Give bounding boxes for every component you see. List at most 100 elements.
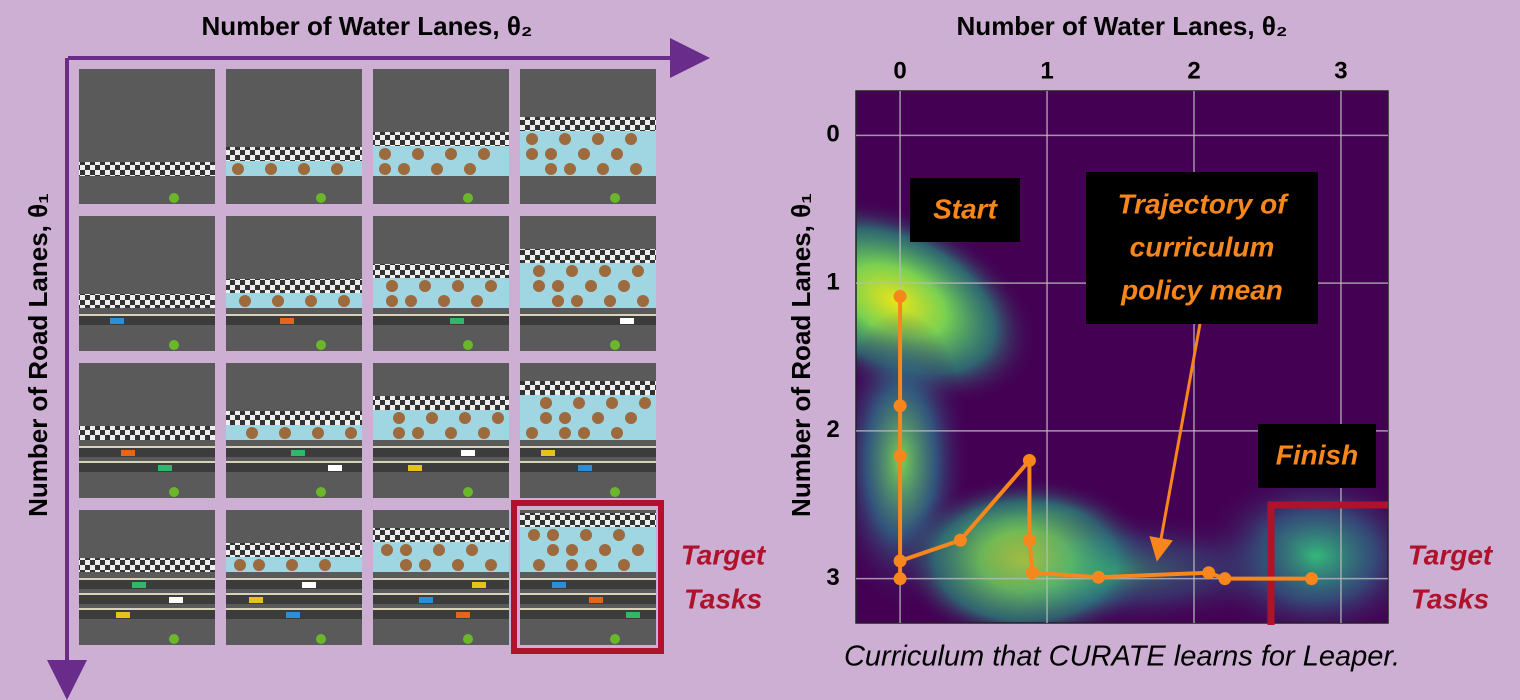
road-lane bbox=[520, 448, 656, 457]
log bbox=[559, 133, 571, 145]
finish-line bbox=[226, 147, 362, 161]
frog bbox=[169, 340, 179, 350]
x-tick-label: 0 bbox=[893, 57, 906, 84]
log bbox=[559, 427, 571, 439]
log bbox=[438, 295, 450, 307]
log bbox=[272, 295, 284, 307]
road-lane bbox=[79, 448, 215, 457]
road-lane bbox=[520, 580, 656, 589]
caption: Curriculum that CURATE learns for Leaper… bbox=[844, 641, 1400, 673]
finish-line bbox=[79, 294, 215, 308]
log bbox=[618, 280, 630, 292]
log bbox=[630, 163, 642, 175]
asphalt bbox=[79, 510, 215, 645]
log bbox=[597, 163, 609, 175]
log bbox=[585, 559, 597, 571]
log bbox=[445, 148, 457, 160]
heatmap bbox=[856, 91, 1388, 623]
car bbox=[626, 612, 640, 618]
frog bbox=[316, 634, 326, 644]
trajectory-point bbox=[953, 533, 967, 547]
log bbox=[466, 544, 478, 556]
finish-line bbox=[226, 279, 362, 293]
car bbox=[461, 450, 475, 456]
asphalt bbox=[226, 510, 362, 645]
trajectory-label: curriculum bbox=[1130, 231, 1275, 262]
log bbox=[566, 544, 578, 556]
asphalt bbox=[79, 69, 215, 204]
road-lane bbox=[79, 463, 215, 472]
log bbox=[592, 133, 604, 145]
log bbox=[552, 295, 564, 307]
log bbox=[632, 544, 644, 556]
frog bbox=[316, 487, 326, 497]
log bbox=[319, 559, 331, 571]
log bbox=[540, 412, 552, 424]
log bbox=[533, 559, 545, 571]
thumbnail bbox=[373, 363, 509, 498]
thumbnail bbox=[520, 216, 656, 351]
frog bbox=[610, 340, 620, 350]
log bbox=[637, 295, 649, 307]
water bbox=[226, 293, 362, 308]
car bbox=[291, 450, 305, 456]
trajectory-point bbox=[893, 399, 907, 413]
log bbox=[452, 559, 464, 571]
thumbnail bbox=[226, 69, 362, 204]
y-axis-label: Number of Road Lanes, θ₁ bbox=[786, 193, 816, 517]
finish-line bbox=[226, 411, 362, 425]
log bbox=[338, 295, 350, 307]
asphalt bbox=[79, 216, 215, 351]
thumbnail bbox=[79, 69, 215, 204]
log bbox=[400, 559, 412, 571]
frog bbox=[316, 340, 326, 350]
annotation-arrow bbox=[1149, 323, 1202, 562]
trajectory-point bbox=[1025, 566, 1039, 580]
thumbnail bbox=[79, 510, 215, 645]
log bbox=[393, 427, 405, 439]
log bbox=[547, 544, 559, 556]
trajectory-point bbox=[1202, 566, 1216, 580]
log bbox=[599, 265, 611, 277]
trajectory-point bbox=[893, 289, 907, 303]
log bbox=[485, 559, 497, 571]
log bbox=[452, 280, 464, 292]
thumbnail-grid bbox=[79, 69, 656, 645]
thumbnail bbox=[79, 216, 215, 351]
log bbox=[431, 163, 443, 175]
left-panel: Number of Water Lanes, θ₂ Number of Road… bbox=[23, 11, 767, 700]
log bbox=[552, 280, 564, 292]
series bbox=[893, 289, 1319, 586]
car bbox=[249, 597, 263, 603]
road-lane bbox=[373, 610, 509, 619]
plot-frame bbox=[855, 90, 1389, 624]
road-lane bbox=[520, 610, 656, 619]
finish-line bbox=[373, 132, 509, 146]
trajectory-label: Trajectory of bbox=[1117, 188, 1289, 219]
log bbox=[386, 295, 398, 307]
log bbox=[419, 280, 431, 292]
target-region bbox=[1267, 501, 1388, 625]
log bbox=[478, 148, 490, 160]
log bbox=[412, 427, 424, 439]
car bbox=[110, 318, 124, 324]
log bbox=[426, 412, 438, 424]
log bbox=[533, 280, 545, 292]
log bbox=[445, 427, 457, 439]
road-lane bbox=[520, 316, 656, 325]
log bbox=[464, 163, 476, 175]
thumbnail bbox=[373, 69, 509, 204]
log bbox=[599, 544, 611, 556]
log bbox=[611, 427, 623, 439]
road-lane bbox=[79, 316, 215, 325]
asphalt bbox=[226, 69, 362, 204]
car bbox=[472, 582, 486, 588]
trajectory-point bbox=[1305, 572, 1319, 586]
log bbox=[471, 295, 483, 307]
target-label: Tasks bbox=[684, 583, 762, 614]
road-lane bbox=[79, 595, 215, 604]
log bbox=[545, 148, 557, 160]
car bbox=[328, 465, 342, 471]
log bbox=[393, 412, 405, 424]
road-lane bbox=[226, 463, 362, 472]
